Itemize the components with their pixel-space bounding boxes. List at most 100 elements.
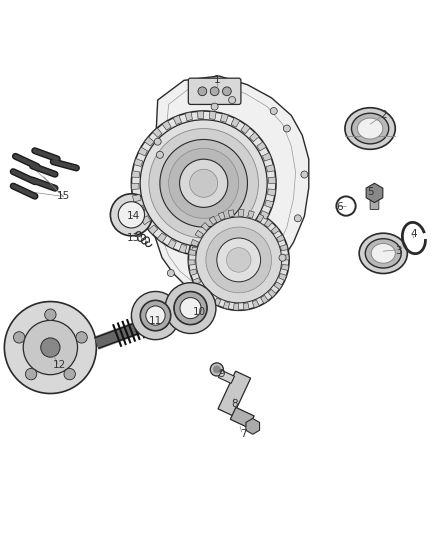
Circle shape	[23, 320, 78, 375]
Polygon shape	[271, 226, 279, 234]
Polygon shape	[138, 147, 148, 156]
Polygon shape	[228, 210, 234, 217]
Polygon shape	[236, 236, 245, 246]
Polygon shape	[257, 214, 264, 222]
Polygon shape	[173, 115, 181, 125]
Text: 6: 6	[336, 203, 343, 212]
Circle shape	[14, 332, 25, 343]
Circle shape	[146, 306, 165, 325]
Polygon shape	[131, 183, 139, 190]
Polygon shape	[266, 165, 275, 172]
Polygon shape	[198, 111, 204, 119]
Polygon shape	[218, 371, 251, 416]
Polygon shape	[230, 407, 254, 428]
Polygon shape	[185, 112, 192, 120]
Polygon shape	[191, 239, 199, 246]
FancyBboxPatch shape	[188, 78, 241, 104]
Polygon shape	[214, 298, 221, 306]
Polygon shape	[141, 216, 151, 225]
Circle shape	[160, 140, 247, 227]
Polygon shape	[136, 205, 145, 214]
Circle shape	[156, 151, 163, 158]
Polygon shape	[132, 171, 140, 177]
Polygon shape	[188, 260, 195, 265]
Polygon shape	[233, 303, 239, 310]
Polygon shape	[215, 246, 223, 254]
Polygon shape	[366, 183, 383, 203]
Polygon shape	[201, 222, 209, 231]
Polygon shape	[241, 124, 250, 134]
Circle shape	[180, 297, 201, 319]
Text: 8: 8	[231, 399, 238, 409]
Polygon shape	[133, 195, 141, 202]
Circle shape	[141, 301, 170, 330]
Polygon shape	[167, 239, 176, 249]
Polygon shape	[257, 142, 266, 151]
Circle shape	[206, 227, 272, 293]
Text: 13: 13	[127, 233, 140, 243]
Polygon shape	[195, 230, 203, 238]
Circle shape	[131, 111, 276, 255]
Polygon shape	[148, 225, 158, 235]
Polygon shape	[250, 132, 259, 142]
Circle shape	[45, 309, 56, 320]
Circle shape	[41, 338, 60, 357]
Circle shape	[180, 159, 228, 207]
Text: 4: 4	[410, 229, 417, 239]
Circle shape	[174, 292, 207, 324]
Circle shape	[226, 248, 251, 272]
Polygon shape	[205, 293, 213, 301]
Polygon shape	[261, 295, 268, 304]
Circle shape	[210, 87, 219, 96]
Text: 9: 9	[218, 369, 225, 379]
Polygon shape	[226, 242, 234, 251]
Circle shape	[188, 209, 289, 310]
Circle shape	[213, 366, 220, 373]
Text: 5: 5	[367, 187, 374, 197]
Polygon shape	[262, 153, 272, 161]
Circle shape	[198, 87, 207, 96]
Polygon shape	[231, 118, 240, 127]
Circle shape	[270, 108, 277, 115]
Circle shape	[4, 302, 96, 393]
Polygon shape	[265, 200, 273, 208]
Polygon shape	[157, 233, 166, 243]
Ellipse shape	[345, 108, 395, 149]
Polygon shape	[239, 209, 244, 216]
Ellipse shape	[351, 113, 389, 144]
Text: 1: 1	[213, 75, 220, 85]
Polygon shape	[277, 235, 285, 242]
Polygon shape	[193, 278, 201, 285]
Circle shape	[211, 103, 218, 110]
Polygon shape	[268, 189, 276, 196]
Polygon shape	[204, 248, 210, 255]
Polygon shape	[253, 221, 263, 230]
Polygon shape	[151, 76, 309, 300]
Polygon shape	[134, 158, 143, 166]
Circle shape	[229, 96, 236, 103]
Circle shape	[196, 217, 282, 303]
Text: 11: 11	[149, 316, 162, 326]
FancyBboxPatch shape	[370, 198, 379, 209]
Polygon shape	[260, 211, 269, 220]
Text: 3: 3	[395, 246, 402, 256]
Circle shape	[110, 194, 152, 236]
Circle shape	[76, 332, 87, 343]
Text: 15: 15	[57, 191, 70, 201]
Polygon shape	[198, 286, 206, 294]
Circle shape	[118, 201, 145, 228]
Circle shape	[131, 292, 180, 340]
Circle shape	[64, 368, 75, 380]
Circle shape	[174, 292, 207, 325]
Circle shape	[279, 254, 286, 261]
Polygon shape	[191, 247, 198, 255]
Polygon shape	[280, 244, 288, 251]
Ellipse shape	[371, 244, 396, 263]
Circle shape	[169, 148, 239, 219]
Polygon shape	[268, 289, 276, 297]
Circle shape	[223, 87, 231, 96]
Circle shape	[25, 368, 37, 380]
Polygon shape	[219, 370, 234, 383]
Polygon shape	[189, 249, 196, 255]
Text: 2: 2	[380, 110, 387, 120]
